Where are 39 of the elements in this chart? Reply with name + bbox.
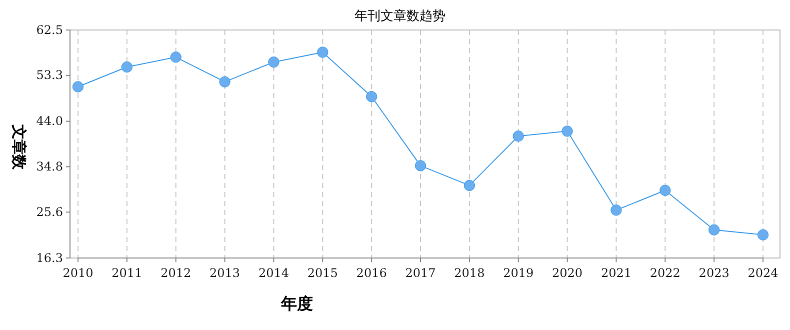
point — [562, 126, 573, 137]
x-tick-label: 2018 — [454, 266, 485, 280]
x-tick-label: 2014 — [258, 266, 290, 280]
x-tick-label: 2022 — [650, 266, 680, 280]
x-tick-label: 2011 — [112, 266, 142, 280]
x-tick-label: 2012 — [160, 266, 192, 280]
x-tick-label: 2010 — [62, 266, 94, 280]
point — [366, 91, 378, 102]
point — [708, 224, 720, 236]
y-tick-label: 53.3 — [36, 68, 63, 82]
x-tick-label: 2021 — [600, 266, 632, 280]
point — [317, 46, 328, 58]
x-tick-label: 2017 — [405, 266, 436, 280]
point — [512, 130, 524, 142]
x-tick-label: 2013 — [210, 266, 240, 280]
point — [610, 204, 622, 216]
x-tick-label: 2019 — [503, 266, 534, 280]
x-tick-label: 2020 — [552, 266, 583, 280]
point — [219, 76, 230, 88]
y-tick-label: 16.3 — [36, 250, 63, 265]
y-tick-label: 44.0 — [36, 114, 63, 128]
x-tick-label: 2023 — [698, 266, 730, 280]
point — [414, 160, 426, 172]
x-tick-label: 2024 — [748, 266, 779, 280]
y-axis-title: 文章数 — [10, 124, 28, 170]
point — [121, 61, 133, 73]
x-tick-label: 2016 — [356, 266, 387, 280]
y-tick-label: 62.5 — [36, 22, 63, 37]
point — [268, 56, 280, 68]
point — [464, 180, 476, 192]
x-tick-label: 2015 — [307, 266, 338, 280]
point — [757, 229, 769, 240]
point — [660, 184, 671, 196]
point — [170, 52, 182, 63]
y-tick-label: 25.6 — [36, 204, 63, 219]
point — [72, 81, 84, 92]
y-tick-label: 34.8 — [36, 160, 63, 174]
chart-title: 年刊文章数趋势 — [354, 9, 446, 24]
x-axis-title: 年度 — [280, 294, 313, 313]
